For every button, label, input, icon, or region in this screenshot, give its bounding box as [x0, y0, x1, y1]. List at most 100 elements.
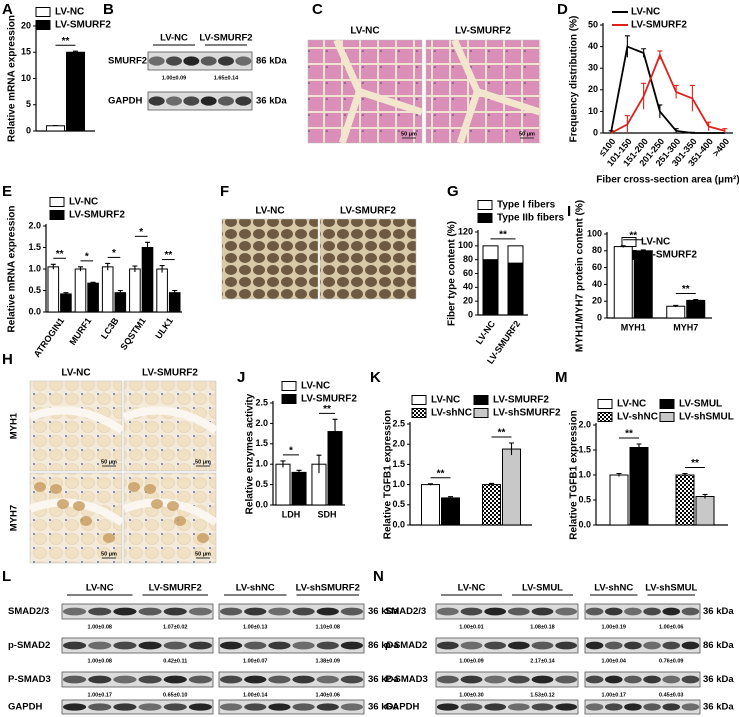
legend-label: LV-SMURF2: [631, 20, 687, 31]
bar: [613, 246, 633, 319]
stained-fiber: [34, 482, 46, 492]
y-tick-label: 15: [21, 47, 31, 57]
quantification: 1.00±0.17: [602, 692, 626, 698]
error-bar: [673, 304, 679, 308]
legend-swatch: [35, 20, 51, 30]
y-tick-label: 80: [463, 254, 473, 264]
band: [138, 607, 162, 616]
error-bar: [641, 48, 647, 58]
y-tick-label: 40: [463, 282, 473, 292]
band: [624, 641, 642, 650]
band: [163, 641, 187, 650]
group-label: LV-shSMUL: [645, 583, 697, 594]
column-label: LV-NC: [350, 26, 379, 37]
protein-label: GAPDH: [385, 702, 419, 713]
y-tick-label: 80: [592, 245, 602, 255]
legend-label: LV-NC: [55, 7, 84, 18]
micrograph-panel: C LV-NC LV-SMURF2 50 μm 50 μm: [307, 1, 542, 145]
y-tick-label: 0.0: [578, 519, 591, 529]
legend-label: LV-NC: [431, 395, 460, 406]
legend-swatch: [659, 399, 675, 409]
quantification: 1.00±0.30: [459, 692, 483, 698]
y-tick-label: 50: [588, 19, 598, 29]
bar: [168, 292, 181, 313]
panel-letter: N: [373, 568, 384, 585]
quantification: 1.00±0.08: [88, 624, 112, 630]
protein-label: p-SMAD2: [8, 640, 50, 651]
y-tick-label: 0.0: [392, 519, 405, 529]
error-bar: [316, 454, 322, 474]
legend-label: LV-NC: [631, 7, 660, 18]
band: [662, 607, 681, 616]
band: [268, 703, 291, 711]
band: [484, 607, 507, 616]
error-bar: [640, 249, 646, 252]
error-bar: [50, 263, 56, 270]
band: [340, 607, 364, 616]
band: [88, 675, 112, 684]
scale-label: 50 μm: [101, 551, 117, 557]
band: [88, 607, 112, 616]
bar: [291, 471, 307, 506]
band: [662, 675, 681, 684]
band: [484, 703, 507, 711]
legend-swatch: [597, 412, 613, 422]
significance-label: **: [691, 458, 699, 469]
panel-letter: F: [220, 183, 229, 200]
scale-label: 50 μm: [519, 131, 535, 137]
band: [460, 703, 483, 711]
column-label: LV-NC: [255, 206, 284, 217]
y-tick-label: 100: [458, 240, 473, 250]
band: [340, 675, 364, 684]
y-axis-label: Relative TGFB1 expression: [383, 410, 394, 540]
column-label: LV-SMURF2: [142, 368, 198, 379]
row-label: MYH1: [9, 412, 20, 439]
band: [63, 703, 87, 711]
row-label: MYH7: [9, 505, 20, 531]
legend-swatch: [477, 200, 493, 210]
band: [555, 675, 578, 684]
quantification: 0.65±0.10: [163, 692, 187, 698]
y-axis-label: Relative mRNA expression: [7, 206, 18, 333]
error-bar: [428, 483, 433, 486]
stained-fiber: [50, 484, 62, 494]
error-bar: [702, 493, 708, 499]
error-bar: [296, 469, 302, 475]
band: [643, 641, 661, 650]
x-tick-label: ATROGIN1: [32, 316, 66, 359]
band: [316, 607, 339, 616]
y-tick-label: 30: [588, 63, 598, 73]
y-axis-label: Relative mRNA expression: [7, 15, 18, 142]
quantification: 0.45±0.03: [659, 692, 683, 698]
y-tick-label: 20: [588, 84, 598, 94]
band: [436, 675, 459, 684]
quantification: 1.00±0.06: [659, 624, 683, 630]
y-tick-label: 120: [458, 226, 473, 236]
band: [484, 675, 507, 684]
size-label: 36 kDa: [368, 674, 399, 685]
band: [681, 703, 700, 711]
band: [219, 607, 243, 616]
y-tick-label: 1.5: [255, 438, 268, 448]
error-bar: [77, 266, 83, 272]
band: [436, 607, 459, 616]
size-label: 86 kDa: [703, 640, 734, 651]
protein-label: GAPDH: [108, 96, 142, 107]
bar: [47, 266, 60, 313]
band: [244, 641, 267, 650]
quantification: 1.00±0.09: [162, 75, 186, 81]
bar: [129, 268, 141, 313]
band: [163, 675, 187, 684]
band: [166, 56, 182, 66]
significance-label: **: [629, 230, 637, 241]
group-label: LV-NC: [160, 33, 188, 44]
bar: [675, 474, 695, 526]
error-bar: [641, 82, 647, 110]
quantification: 2.17±0.14: [530, 658, 555, 664]
bar: [629, 447, 649, 526]
y-tick-label: 0.5: [392, 499, 405, 509]
